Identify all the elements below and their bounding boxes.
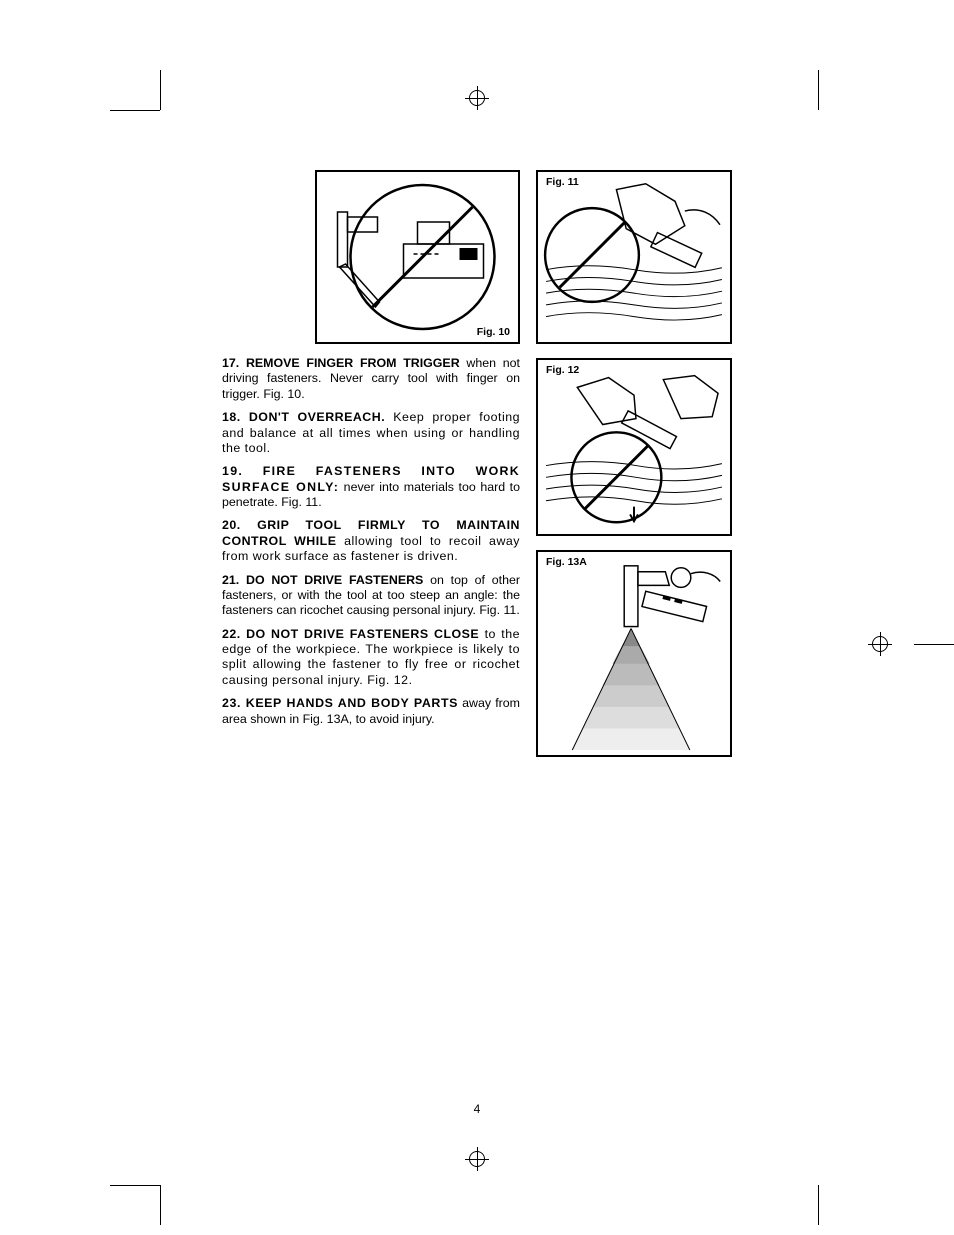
figure-13a: Fig. 13A [536,550,732,757]
figure-11: Fig. 11 [536,170,732,344]
figure-11-label: Fig. 11 [544,176,581,188]
paragraph-17: 17. REMOVE FINGER FROM TRIGGER when not … [222,356,520,402]
paragraph-19: 19. FIRE FASTENERS INTO WORK SURFACE ONL… [222,464,520,510]
registration-mark-right [868,632,892,656]
figure-10-label: Fig. 10 [475,326,512,338]
paragraph-21: 21. DO NOT DRIVE FASTENERS on top of oth… [222,573,520,619]
paragraph-17-bold: 17. REMOVE FINGER FROM TRIGGER [222,356,460,370]
right-column: Fig. 11 Fig. 12 [536,170,732,757]
paragraph-23-bold: 23. KEEP HANDS AND BODY PARTS [222,696,458,710]
paragraph-18-bold: 18. DON'T OVERREACH. [222,410,385,424]
paragraph-22-bold: 22. DO NOT DRIVE FASTENERS CLOSE [222,627,479,641]
left-column: Fig. 10 17. REMOVE FINGER FROM TRIGGER w… [222,170,520,735]
paragraph-21-bold: 21. DO NOT DRIVE FASTENERS [222,573,423,587]
paragraph-23: 23. KEEP HANDS AND BODY PARTS away from … [222,696,520,727]
figure-12-illustration [538,360,730,534]
paragraph-18: 18. DON'T OVERREACH. Keep proper footing… [222,410,520,456]
figure-12: Fig. 12 [536,358,732,536]
figure-10-illustration [317,172,518,342]
paragraph-22: 22. DO NOT DRIVE FASTENERS CLOSE to the … [222,627,520,689]
page-number: 4 [0,1102,954,1116]
figure-12-label: Fig. 12 [544,364,581,376]
registration-mark-bottom [465,1147,489,1171]
paragraph-20: 20. GRIP TOOL FIRMLY TO MAINTAIN CONTROL… [222,518,520,564]
figure-10: Fig. 10 [315,170,520,344]
page-content: Fig. 10 17. REMOVE FINGER FROM TRIGGER w… [222,170,732,757]
figure-11-illustration [538,172,730,342]
figure-13a-illustration [538,552,730,755]
figure-13a-label: Fig. 13A [544,556,589,568]
registration-mark-top [465,86,489,110]
